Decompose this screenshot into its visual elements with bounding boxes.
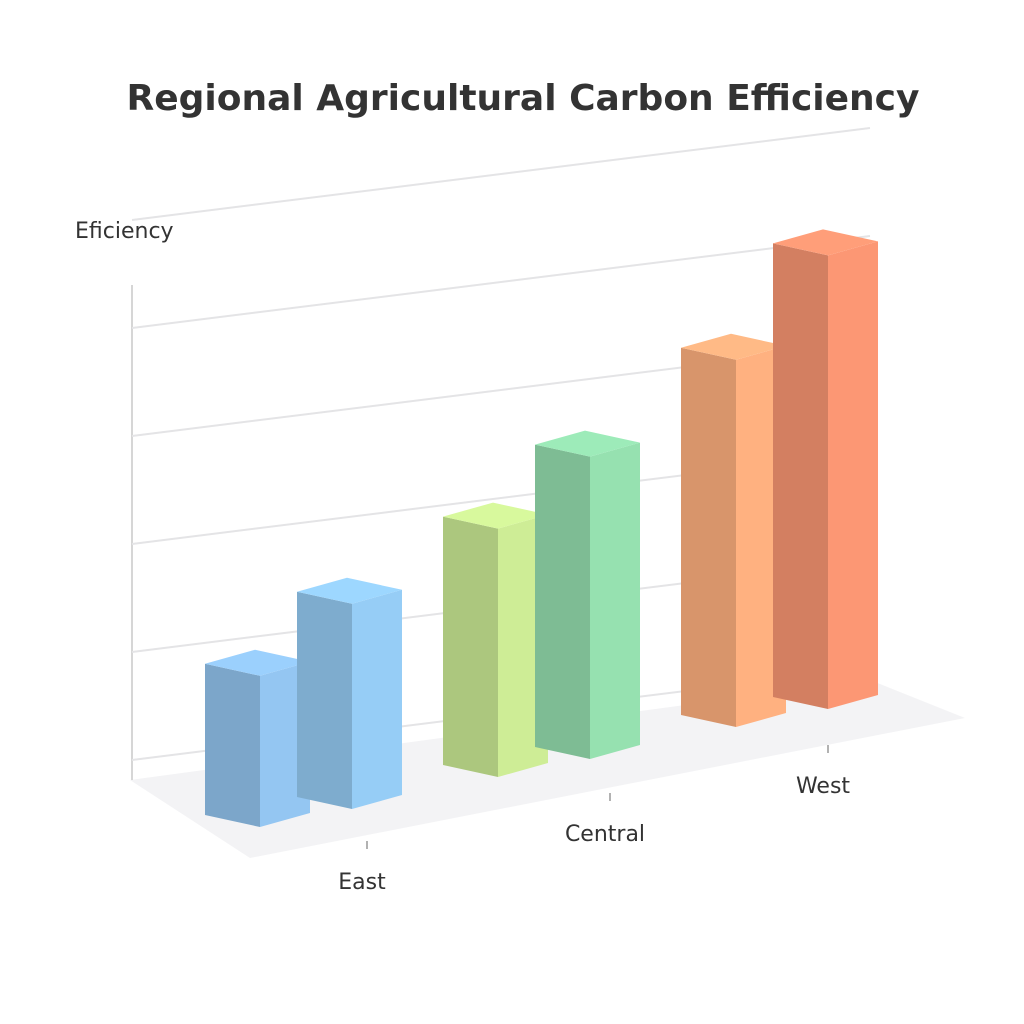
bar-top: [681, 333, 786, 360]
bar: [205, 649, 310, 827]
bar-face: [681, 347, 736, 727]
bar-face: [535, 444, 590, 759]
bar: [297, 577, 402, 809]
x-tick-label: East: [338, 870, 386, 895]
bar-face: [590, 442, 640, 759]
bar-top: [773, 229, 878, 256]
bar-face: [205, 663, 260, 827]
bar-face: [352, 589, 402, 809]
x-tick-label: West: [796, 774, 850, 799]
bar: [443, 502, 548, 777]
bar-face: [773, 243, 828, 709]
bar-top: [205, 649, 310, 676]
grid-line: [131, 127, 871, 221]
bar-face: [828, 241, 878, 709]
bar: [535, 430, 640, 759]
chart-title: Regional Agricultural Carbon Efficiency: [127, 78, 920, 119]
bar-top: [297, 577, 402, 604]
bar-face: [297, 591, 352, 809]
x-tick-label: Central: [565, 822, 645, 847]
floor: [130, 680, 965, 858]
bar: [773, 229, 878, 709]
bar-face: [443, 516, 498, 777]
bar: [681, 333, 786, 727]
bar-top: [535, 430, 640, 457]
y-axis-label: Eficiency: [75, 219, 174, 244]
bar-top: [443, 502, 548, 529]
grid-line: [131, 235, 871, 329]
